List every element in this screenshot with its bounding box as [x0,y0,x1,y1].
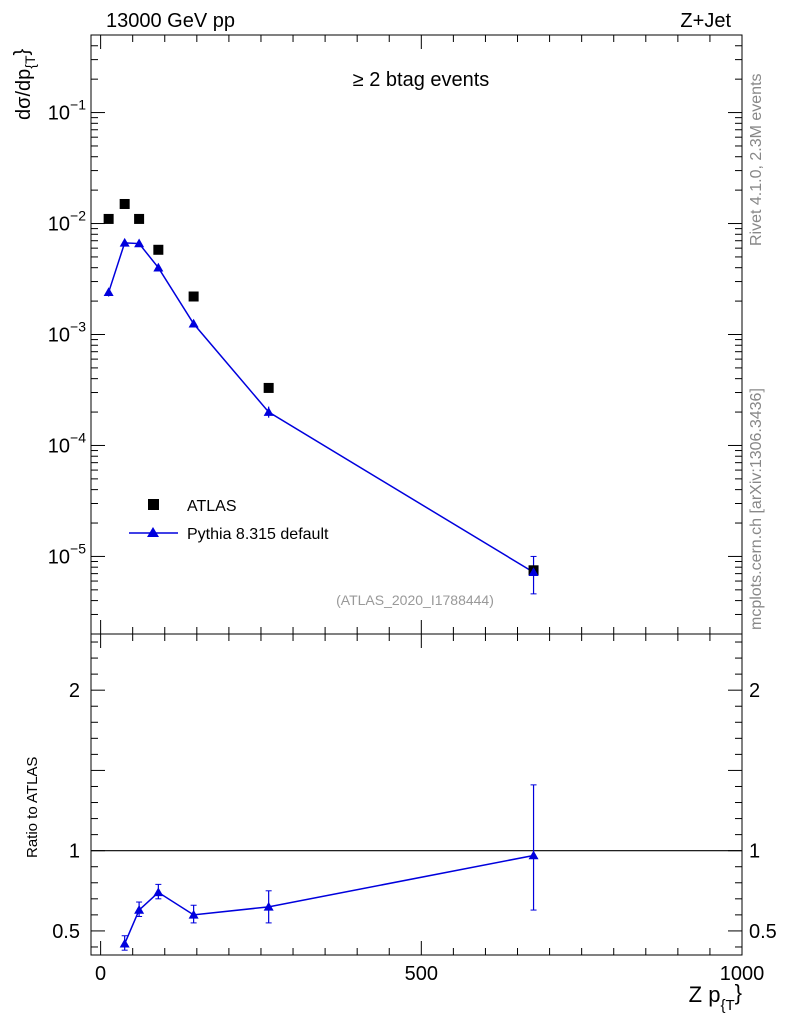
atlas-point [119,198,130,209]
main-ylabel-close: } [11,48,33,55]
ratio-x-tick-label: 500 [405,963,438,985]
atlas-point [153,244,164,255]
header-right: Z+Jet [680,10,731,32]
legend: ATLAS Pythia 8.315 default [129,498,329,543]
legend-mc-marker [147,527,159,537]
ratio-point [119,938,130,948]
main-y-tick-label: 10−4 [48,429,86,457]
mc-point [153,262,164,272]
atlas-point [188,291,199,302]
legend-atlas-marker [148,499,159,510]
ratio-y-tick-label: 0.5 [52,921,80,943]
ratio-y-tick-label-right: 1 [749,841,760,863]
atlas-point [134,213,145,224]
main-title: ≥ 2 btag events [353,69,490,91]
main-ylabel-sub: {T [22,55,38,69]
x-axis-label-text: Z p [689,982,721,1007]
x-axis-label-sub: {T [720,997,734,1014]
atlas-point [103,213,114,224]
watermark: (ATLAS_2020_I1788444) [336,592,494,608]
main-ylabel-text: dσ/dp [13,69,35,120]
side-text-bottom: mcplots.cern.ch [arXiv:1306.3436] [748,388,765,630]
ratio-y-tick-label-right: 2 [749,680,760,702]
ratio-ylabel-text: Ratio to ATLAS [24,757,41,858]
ratio-point [263,901,274,911]
ratio-x-tick-label: 0 [95,963,106,985]
plot-layer: 10−5 10−4 10−3 10−2 10−1 0 500 1000 0.5 0.5 1 1 2 2 [48,34,777,985]
x-axis-label-close: } [735,980,742,1005]
side-text-top: Rivet 4.1.0, 2.3M events [748,73,765,246]
atlas-point [263,382,274,393]
ratio-point [188,909,199,919]
legend-mc-label: Pythia 8.315 default [187,526,329,543]
ratio-ylabel: Ratio to ATLAS [24,757,41,858]
ratio-series-line [123,854,534,945]
ratio-y-tick-label: 1 [69,841,80,863]
mc-point [103,287,114,297]
mc-point [134,238,145,248]
x-axis-label: Z p{T} [689,980,742,1014]
main-y-tick-label: 10−5 [48,540,86,568]
mc-point [263,407,274,416]
mc-point [528,567,539,577]
ratio-y-tick-label-right: 0.5 [749,921,777,943]
header-left: 13000 GeV pp [106,10,235,32]
mc-series-line [107,242,534,573]
main-frame [90,34,743,635]
ratio-point [153,887,164,897]
mc-point [119,237,130,247]
ratio-point [528,850,539,860]
ratio-point [134,905,145,914]
main-y-tick-label: 10−3 [48,319,86,347]
ratio-frame [90,633,743,956]
svg-text:dσ/dp{T}: dσ/dp{T} [11,48,38,120]
main-ylabel: dσ/dp{T} [11,48,38,120]
mc-point [188,318,199,328]
legend-atlas-label: ATLAS [187,498,237,515]
main-y-tick-label: 10−2 [48,208,86,236]
ratio-y-tick-label: 2 [69,680,80,702]
ratio-x-tick-label: 1000 [720,963,765,985]
main-y-tick-label: 10−1 [48,97,86,125]
